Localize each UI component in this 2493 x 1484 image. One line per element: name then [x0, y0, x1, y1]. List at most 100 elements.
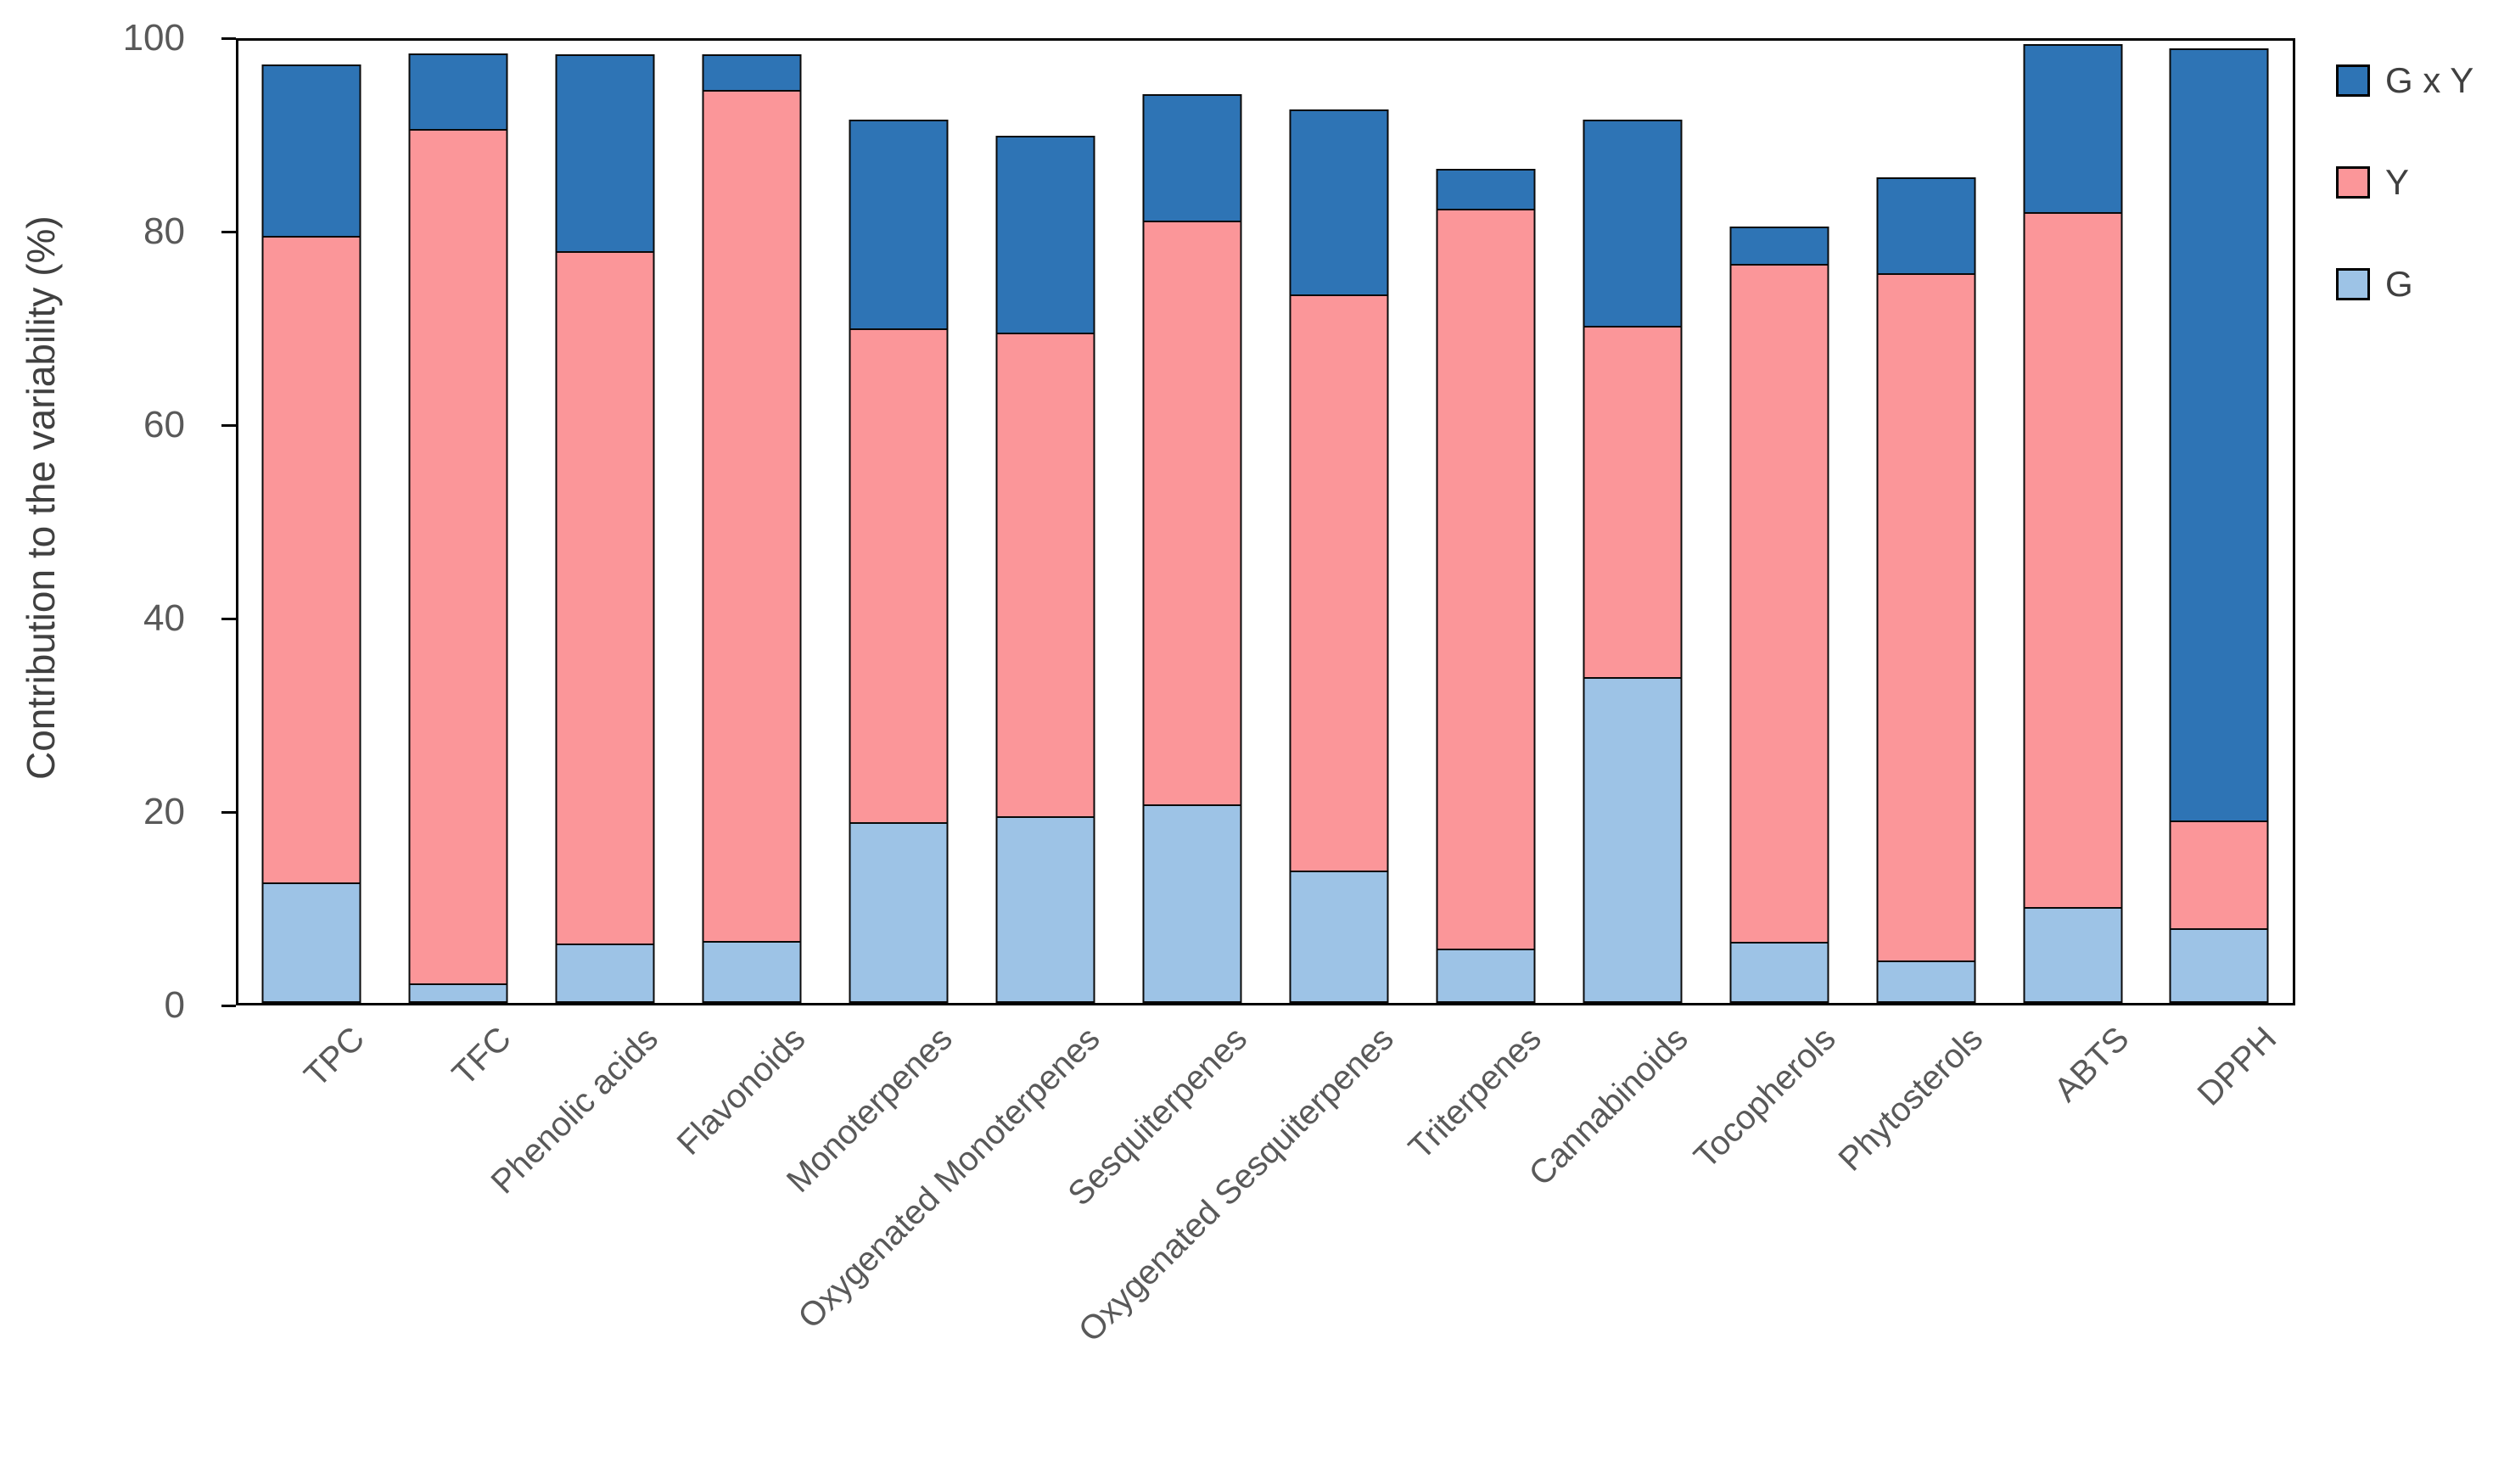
y-tick-label-60: 60 [143, 404, 185, 445]
bar-segment-GxY [408, 53, 508, 132]
bar-segment-GxY [555, 54, 655, 254]
bar-segment-GxY [2023, 43, 2123, 215]
bar-slot-TPC [238, 41, 385, 1003]
legend-label-GxY: G x Y [2385, 60, 2474, 100]
bar-segment-G [849, 821, 949, 1003]
bar-segment-GxY [1583, 119, 1683, 328]
bar-segment-Y [1142, 220, 1242, 807]
stacked-bar [2023, 43, 2123, 1003]
bar-segment-GxY [849, 119, 949, 331]
y-tick-mark-20 [221, 810, 236, 814]
bar-segment-G [1583, 676, 1683, 1003]
bar-segment-Y [2023, 211, 2123, 910]
bar-segment-Y [261, 236, 361, 884]
stacked-bar [702, 54, 802, 1003]
bar-slot-Cannabinoids [1559, 41, 1706, 1003]
y-tick-label-20: 20 [143, 791, 185, 832]
stacked-bar [849, 119, 949, 1003]
bar-segment-GxY [2169, 48, 2269, 823]
bar-slot-TFC [385, 41, 532, 1003]
y-tick-mark-100 [221, 36, 236, 40]
stacked-bar [995, 135, 1095, 1003]
y-axis-title: Contribution to the variability (%) [19, 216, 63, 780]
stacked-bar [1142, 93, 1242, 1003]
bar-segment-GxY [1142, 93, 1242, 223]
stacked-bar [1436, 168, 1536, 1003]
y-tick-mark-0 [221, 1004, 236, 1007]
bar-segment-G [1876, 960, 1976, 1003]
x-label-flavonoids: Flavonoids [669, 1020, 813, 1162]
bar-slot-ABTS [1999, 41, 2146, 1003]
x-label-tfc: TFC [445, 1020, 519, 1094]
bars-container [238, 41, 2293, 1003]
bar-segment-GxY [995, 135, 1095, 335]
x-label-tpc: TPC [297, 1020, 372, 1095]
bar-slot-DPPH [2146, 41, 2293, 1003]
stacked-bar [408, 53, 508, 1003]
bar-slot-Oxygenated Sesquiterpenes [1265, 41, 1412, 1003]
y-tick-label-0: 0 [164, 984, 185, 1026]
bar-segment-Y [1729, 264, 1829, 944]
bar-segment-Y [408, 128, 508, 986]
bar-segment-G [1289, 870, 1389, 1003]
legend-row-Y: Y [2336, 165, 2473, 200]
bar-slot-Phytosterols [1852, 41, 1999, 1003]
bar-slot-Sesquiterpenes [1119, 41, 1266, 1003]
y-tick-mark-40 [221, 617, 236, 620]
stacked-bar [261, 64, 361, 1003]
bar-segment-G [995, 815, 1095, 1003]
bar-segment-GxY [1729, 227, 1829, 266]
x-label-oxygenated-monoterpenes: Oxygenated Monoterpenes [791, 1020, 1107, 1336]
bar-segment-G [261, 882, 361, 1003]
x-label-oxygenated-sesquiterpenes: Oxygenated Sesquiterpenes [1072, 1020, 1402, 1350]
bar-segment-G [2023, 907, 2123, 1003]
bar-slot-Oxygenated Monoterpenes [972, 41, 1119, 1003]
bar-segment-GxY [1289, 109, 1389, 297]
legend-label-G: G [2385, 264, 2413, 304]
bar-segment-G [2169, 928, 2269, 1003]
bar-segment-G [555, 944, 655, 1003]
legend-row-GxY: G x Y [2336, 63, 2473, 98]
bar-segment-Y [1289, 294, 1389, 873]
bar-segment-Y [1436, 209, 1536, 951]
x-label-abts: ABTS [2048, 1020, 2137, 1109]
bar-segment-GxY [1876, 176, 1976, 276]
plot-area [236, 38, 2295, 1005]
bar-segment-G [1436, 949, 1536, 1003]
legend-row-G: G [2336, 266, 2473, 302]
bar-slot-Tocopherols [1706, 41, 1852, 1003]
bar-segment-GxY [702, 54, 802, 92]
bar-segment-Y [1583, 326, 1683, 680]
bar-slot-Monoterpenes [826, 41, 972, 1003]
bar-segment-G [702, 941, 802, 1003]
y-tick-label-100: 100 [122, 17, 185, 59]
bar-slot-Triterpenes [1412, 41, 1559, 1003]
bar-slot-Phenolic acids [532, 41, 679, 1003]
bar-segment-Y [2169, 820, 2269, 931]
stacked-bar [1876, 176, 1976, 1003]
bar-segment-G [408, 983, 508, 1003]
y-tick-label-80: 80 [143, 210, 185, 252]
stacked-bar [2169, 48, 2269, 1003]
legend-label-Y: Y [2385, 162, 2410, 202]
y-tick-label-40: 40 [143, 597, 185, 639]
bar-segment-GxY [1436, 168, 1536, 211]
bar-segment-Y [849, 328, 949, 825]
bar-segment-Y [555, 251, 655, 946]
bar-segment-G [1729, 942, 1829, 1003]
x-label-phytosterols: Phytosterols [1830, 1020, 1990, 1179]
stacked-bar [555, 54, 655, 1003]
bar-segment-GxY [261, 64, 361, 238]
y-tick-mark-60 [221, 423, 236, 427]
legend-swatch-G [2336, 268, 2370, 300]
stacked-bar [1583, 119, 1683, 1003]
y-tick-mark-80 [221, 230, 236, 233]
bar-segment-G [1142, 804, 1242, 1003]
x-label-dpph: DPPH [2190, 1020, 2284, 1113]
x-label-tocopherols: Tocopherols [1686, 1020, 1843, 1176]
legend: G x Y Y G [2336, 63, 2473, 302]
bar-segment-Y [702, 90, 802, 944]
bar-slot-Flavonoids [679, 41, 826, 1003]
stacked-bar [1729, 227, 1829, 1003]
